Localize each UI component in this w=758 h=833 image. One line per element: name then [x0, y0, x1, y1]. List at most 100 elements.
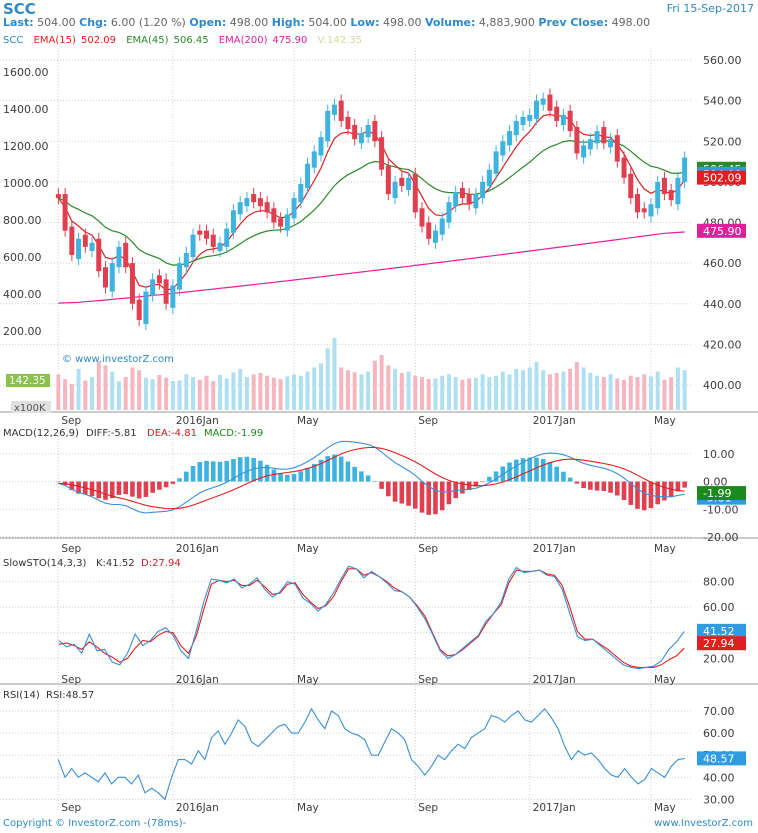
candle-body: [352, 125, 358, 140]
candle-body: [116, 246, 122, 268]
volume-bar: [224, 378, 229, 410]
macd-hist-bar: [574, 481, 580, 484]
candle-body: [547, 94, 553, 111]
sto-k-line: [58, 565, 685, 670]
macd-diff-line: [58, 440, 685, 514]
sto-k-value-badge-text: 41.52: [703, 625, 735, 638]
candle-body: [554, 106, 560, 121]
macd-hist-bar: [116, 481, 122, 495]
candle-body: [237, 202, 243, 215]
volume-bar: [500, 371, 505, 410]
macd-axis-tick: 0.00: [703, 476, 728, 489]
candle-body: [608, 139, 614, 148]
volume-bar: [231, 372, 236, 410]
candle-body: [291, 198, 297, 219]
candle-body: [601, 127, 607, 144]
macd-hist-bar: [507, 462, 512, 482]
macd-hist-bar: [588, 481, 593, 490]
price-axis-tick: 400.00: [703, 379, 742, 392]
legend-label: EMA(200): [219, 35, 268, 46]
candle-body: [278, 218, 284, 227]
candle-body: [406, 177, 412, 190]
symbol-title: SCC: [3, 0, 36, 18]
candle-body: [224, 228, 230, 247]
candle-body: [574, 127, 580, 154]
candle-body: [675, 177, 681, 205]
volume-bar: [103, 365, 108, 410]
candle-body: [614, 135, 620, 162]
sto-d-value-badge: [697, 636, 746, 651]
volume-bar: [184, 374, 189, 410]
volume-bar: [238, 368, 243, 410]
legend-label: SCC: [3, 35, 23, 46]
macd-macd-label: MACD:-1.99: [204, 428, 263, 439]
volume-bar: [628, 375, 633, 410]
macd-hist-bar: [493, 471, 499, 482]
macd-hist-bar: [190, 466, 196, 482]
macd-hist-bar: [614, 481, 620, 496]
macd-hist-bar: [675, 481, 681, 492]
candle-body: [648, 204, 654, 217]
sto-k-value-badge: [697, 623, 746, 638]
volume-bar: [278, 379, 283, 410]
rsi-x-label: May: [297, 802, 319, 814]
candle-body: [533, 100, 539, 119]
macd-hist-bar: [547, 462, 553, 482]
candle-body: [204, 230, 210, 239]
volume-bar: [110, 371, 115, 410]
legend-label: EMA(15): [34, 35, 76, 46]
candle-body: [540, 98, 546, 105]
volume-bar: [123, 377, 128, 410]
volume-bar: [487, 377, 492, 410]
volume-bar: [642, 374, 647, 410]
volume-bar: [554, 372, 559, 410]
candle-body: [426, 222, 432, 239]
volume-bar: [433, 378, 438, 410]
volume-bar: [588, 372, 593, 410]
macd-hist-bar: [601, 481, 607, 491]
low-label: Low:: [350, 16, 380, 29]
macd-hist-bar: [258, 460, 263, 482]
macd-hist-bar: [231, 459, 236, 482]
candle-body: [480, 181, 486, 199]
high-value: 504.00: [308, 16, 347, 29]
price-x-label: May: [654, 415, 676, 427]
quote-line: Last: 504.00 Chg: 6.00 (1.20 %) Open: 49…: [3, 16, 650, 29]
rsi-x-label: Sep: [418, 802, 438, 814]
chg-label: Chg:: [79, 16, 108, 29]
candle-body: [392, 181, 398, 199]
macd-hist-bar: [520, 458, 526, 482]
volume-axis-tick: 400.00: [3, 288, 42, 301]
macd-hist-bar: [291, 473, 297, 482]
price-axis-tick: 560.00: [703, 54, 742, 67]
volume-bar: [601, 377, 606, 410]
price-x-label: 2016Jan: [176, 415, 219, 427]
high-label: High:: [271, 16, 305, 29]
macd-hist-bar: [197, 462, 203, 482]
candle-body: [257, 198, 263, 207]
volume-bar: [581, 367, 586, 410]
footer-site-link[interactable]: www.InvestorZ.com: [654, 818, 753, 829]
price-x-label: Sep: [418, 415, 438, 427]
rsi-x-label: 2017Jan: [533, 802, 576, 814]
volume-bar: [440, 375, 445, 410]
macd-value-badge-text: -1.99: [703, 487, 731, 500]
ema45-line: [58, 139, 685, 266]
volume-bar: [494, 375, 499, 410]
volume-bar: [420, 377, 425, 410]
volume-axis-tick: 800.00: [3, 214, 42, 227]
candle-body: [331, 104, 337, 115]
macd-hist-bar: [433, 481, 438, 515]
volume-bar: [204, 375, 209, 410]
macd-diff-label: DIFF:-5.81: [86, 428, 137, 439]
volume-axis-tick: 1200.00: [3, 140, 49, 153]
volume-unit-text: x100K: [14, 403, 46, 414]
candle-body: [459, 187, 465, 199]
macd-hist-bar: [365, 475, 371, 482]
chg-value: 6.00 (1.20 %): [110, 16, 186, 29]
volume-bar: [413, 375, 418, 410]
volume-bar: [615, 378, 620, 410]
volume-bar: [56, 374, 61, 410]
candle-body: [453, 192, 459, 207]
legend-label: EMA(45): [126, 35, 168, 46]
